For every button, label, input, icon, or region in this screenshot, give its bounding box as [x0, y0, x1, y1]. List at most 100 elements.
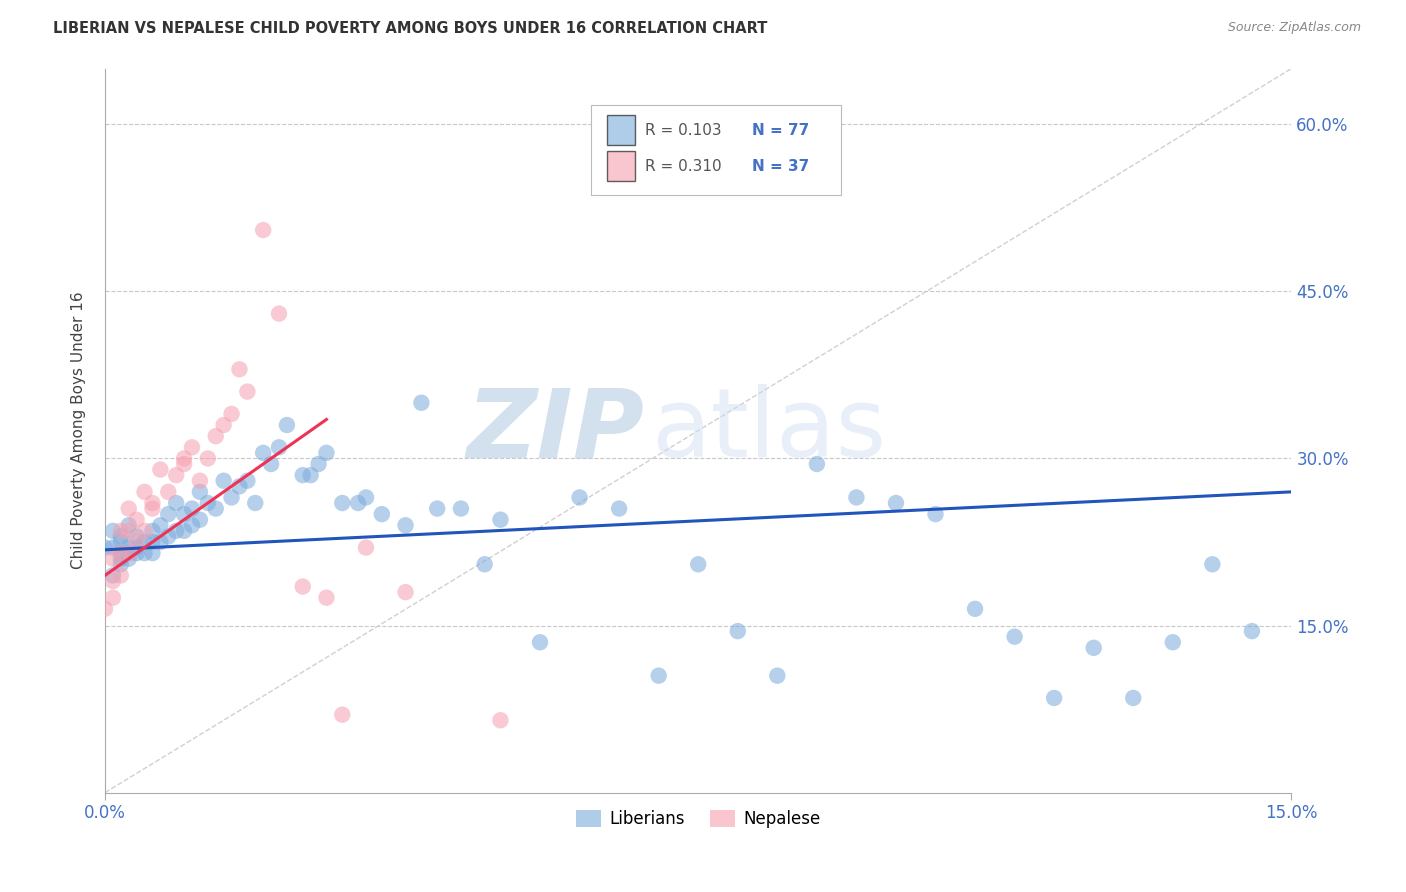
Point	[101, 541, 124, 555]
Point	[134, 484, 156, 499]
Text: atlas: atlas	[651, 384, 886, 477]
Point	[173, 524, 195, 538]
Point	[110, 558, 132, 572]
Point	[1161, 635, 1184, 649]
Point	[181, 440, 204, 454]
Point	[394, 585, 416, 599]
Point	[330, 707, 353, 722]
Text: N = 37: N = 37	[752, 159, 808, 174]
Point	[149, 518, 172, 533]
Point	[181, 501, 204, 516]
Point	[125, 529, 148, 543]
Point	[197, 496, 219, 510]
Point	[315, 591, 337, 605]
Point	[173, 507, 195, 521]
Point	[157, 507, 180, 521]
Point	[141, 535, 163, 549]
Point	[118, 524, 141, 538]
Point	[118, 546, 141, 560]
Point	[157, 529, 180, 543]
Point	[110, 568, 132, 582]
Point	[118, 518, 141, 533]
FancyBboxPatch shape	[592, 104, 841, 195]
Point	[411, 395, 433, 409]
Point	[134, 535, 156, 549]
Point	[315, 446, 337, 460]
Point	[845, 491, 868, 505]
Point	[173, 457, 195, 471]
Point	[474, 558, 496, 572]
Point	[1201, 558, 1223, 572]
Point	[94, 602, 117, 616]
Point	[347, 496, 370, 510]
Point	[118, 551, 141, 566]
Point	[371, 507, 394, 521]
Point	[101, 591, 124, 605]
Point	[291, 468, 314, 483]
Point	[267, 440, 290, 454]
Point	[173, 451, 195, 466]
Point	[141, 546, 163, 560]
Point	[101, 551, 124, 566]
Point	[806, 457, 828, 471]
Point	[118, 546, 141, 560]
Point	[212, 417, 235, 432]
Point	[228, 479, 250, 493]
Text: Source: ZipAtlas.com: Source: ZipAtlas.com	[1227, 21, 1361, 35]
Point	[529, 635, 551, 649]
Point	[354, 541, 377, 555]
Point	[125, 513, 148, 527]
Point	[125, 535, 148, 549]
Point	[110, 535, 132, 549]
Point	[165, 468, 187, 483]
Point	[204, 429, 226, 443]
Point	[276, 417, 298, 432]
Point	[267, 307, 290, 321]
Point	[165, 524, 187, 538]
Point	[647, 668, 669, 682]
Point	[291, 580, 314, 594]
Point	[260, 457, 283, 471]
Point	[1122, 690, 1144, 705]
Point	[188, 474, 211, 488]
Point	[118, 501, 141, 516]
Point	[1083, 640, 1105, 655]
Point	[450, 501, 472, 516]
Point	[1043, 690, 1066, 705]
Point	[426, 501, 449, 516]
Point	[141, 501, 163, 516]
Point	[101, 568, 124, 582]
Point	[188, 513, 211, 527]
Point	[141, 496, 163, 510]
Point	[1240, 624, 1263, 639]
Text: LIBERIAN VS NEPALESE CHILD POVERTY AMONG BOYS UNDER 16 CORRELATION CHART: LIBERIAN VS NEPALESE CHILD POVERTY AMONG…	[53, 21, 768, 37]
Point	[236, 474, 259, 488]
Point	[354, 491, 377, 505]
Legend: Liberians, Nepalese: Liberians, Nepalese	[569, 804, 827, 835]
Point	[101, 574, 124, 588]
Point	[252, 446, 274, 460]
Point	[766, 668, 789, 682]
Y-axis label: Child Poverty Among Boys Under 16: Child Poverty Among Boys Under 16	[72, 292, 86, 569]
Point	[141, 524, 163, 538]
Point	[330, 496, 353, 510]
Point	[299, 468, 322, 483]
Point	[489, 513, 512, 527]
Point	[607, 501, 630, 516]
Point	[188, 484, 211, 499]
Point	[212, 474, 235, 488]
Point	[125, 546, 148, 560]
Point	[125, 541, 148, 555]
Point	[101, 524, 124, 538]
Point	[118, 541, 141, 555]
Point	[197, 451, 219, 466]
Point	[308, 457, 330, 471]
Point	[204, 501, 226, 516]
Point	[1004, 630, 1026, 644]
Point	[110, 551, 132, 566]
Point	[924, 507, 946, 521]
Text: N = 77: N = 77	[752, 122, 808, 137]
Point	[110, 529, 132, 543]
Point	[884, 496, 907, 510]
Point	[165, 496, 187, 510]
